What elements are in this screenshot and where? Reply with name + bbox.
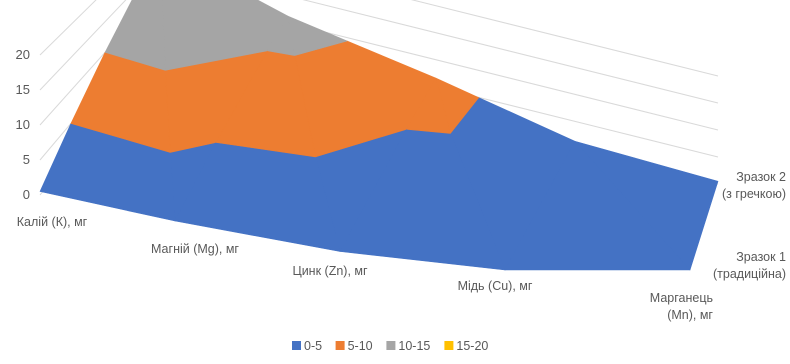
legend: 0-5 5-10 10-15 15-20: [292, 339, 488, 353]
series-label: Зразок 1 (традиційна): [713, 250, 786, 281]
legend-swatch: [386, 341, 396, 350]
legend-label: 5-10: [348, 339, 373, 353]
series-axis-labels: Зразок 1 (традиційна) Зразок 2 (з гречкою): [713, 170, 786, 281]
series-label: Зразок 2 (з гречкою): [722, 170, 786, 201]
surface-plot: [39, 0, 719, 271]
z-tick-label: 5: [23, 152, 30, 167]
gridline-side: [39, 0, 97, 56]
category-label: Магній (Mg), мг: [151, 242, 239, 256]
category-label: Марганець (Mn), мг: [650, 291, 714, 322]
category-label: Цинк (Zn), мг: [292, 264, 368, 278]
surface-patch-0-5: [504, 141, 691, 271]
z-axis-ticks: 0 5 10 15 20: [16, 47, 30, 202]
category-label: Мідь (Cu), мг: [458, 279, 533, 293]
z-tick-label: 0: [23, 187, 30, 202]
z-tick-label: 15: [16, 82, 30, 97]
legend-swatch: [444, 341, 454, 350]
z-tick-label: 10: [16, 117, 30, 132]
gridline-back: [302, 0, 719, 104]
legend-swatch: [292, 341, 301, 350]
surface-patch-10-15: [104, 0, 166, 71]
surface-patch-5-10: [406, 77, 451, 134]
gridline-side: [39, 0, 127, 91]
legend-label: 10-15: [398, 339, 430, 353]
category-label: Калій (К), мг: [17, 215, 88, 229]
gridline-back: [410, 0, 719, 77]
surface-patch-10-15: [267, 15, 295, 56]
legend-label: 15-20: [456, 339, 488, 353]
surface-patch-10-15: [161, 0, 289, 71]
legend-swatch: [335, 341, 345, 350]
category-axis-labels: Калій (К), мг Магній (Mg), мг Цинк (Zn), м…: [17, 215, 714, 322]
z-tick-label: 20: [16, 47, 30, 62]
legend-label: 0-5: [304, 339, 322, 353]
